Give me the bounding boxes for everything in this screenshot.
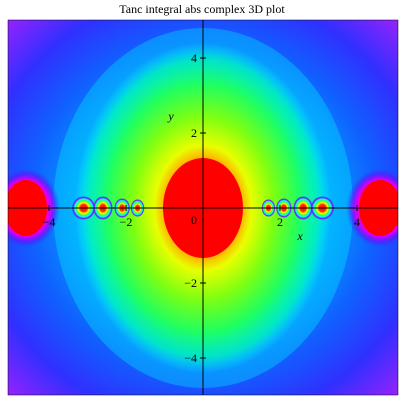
y-tick-label: 2 [191,126,197,140]
y-tick-label: −4 [184,351,197,365]
y-axis-label: y [167,109,174,123]
origin-label: 0 [191,213,197,227]
x-tick-label: 4 [354,215,360,229]
axes: −4 −2 2 4 4 2 −2 −4 0 x y [8,20,398,395]
y-tick-label: −2 [184,276,197,290]
y-tick-label: 4 [191,51,197,65]
chart-title: Tanc integral abs complex 3D plot [119,2,285,16]
x-tick-label: 2 [277,215,283,229]
x-tick-label: −2 [120,215,133,229]
x-tick-label: −4 [43,215,56,229]
x-axis-label: x [296,229,303,243]
